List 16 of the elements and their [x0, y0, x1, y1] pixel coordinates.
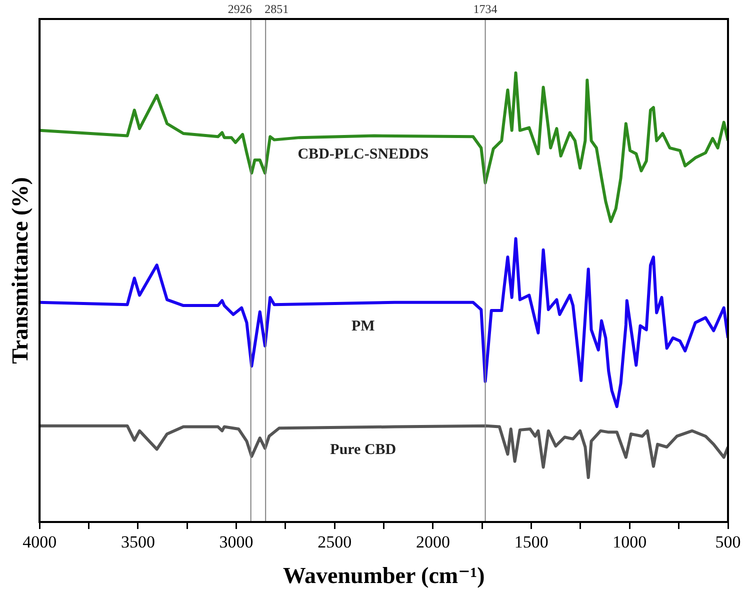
y-axis-title: Transmittance (%): [8, 177, 33, 364]
ref-line-label: 2926: [228, 2, 252, 16]
ref-line-label: 2851: [264, 2, 289, 16]
x-tick-label: 3500: [120, 532, 155, 552]
x-tick-label: 4000: [22, 532, 57, 552]
series-label: PM: [351, 318, 375, 334]
x-axis-title: Wavenumber (cm⁻¹): [282, 563, 485, 588]
x-tick-label: 3000: [219, 532, 254, 552]
ref-line-label: 1734: [473, 2, 498, 16]
series-label: Pure CBD: [330, 442, 396, 458]
series-label: CBD-PLC-SNEDDS: [298, 146, 429, 162]
x-tick-label: 2500: [318, 532, 352, 552]
x-tick-label: 1000: [612, 532, 647, 552]
x-tick-label: 2000: [416, 532, 450, 552]
x-tick-label: 1500: [514, 532, 548, 552]
x-tick-label: 500: [715, 532, 741, 552]
